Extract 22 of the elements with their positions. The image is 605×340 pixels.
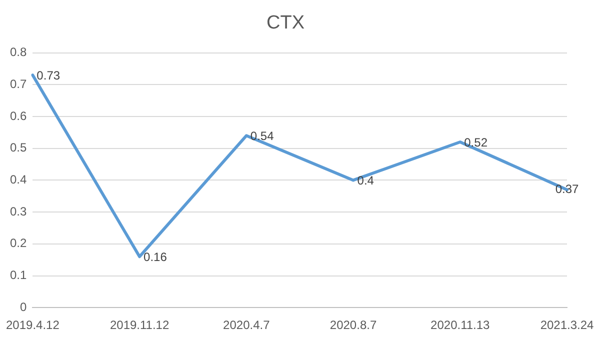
x-tick-label: 2020.8.7 <box>330 318 377 332</box>
y-tick-label: 0.7 <box>10 76 27 91</box>
y-tick-label: 0.4 <box>10 172 27 187</box>
data-label: 0.73 <box>36 68 60 82</box>
data-label: 0.16 <box>144 250 168 264</box>
y-tick-label: 0.3 <box>10 204 27 218</box>
data-label: 0.4 <box>357 174 374 188</box>
y-tick-label: 0.1 <box>10 268 27 282</box>
x-tick-label: 2021.3.24 <box>540 318 594 332</box>
data-label: 0.37 <box>555 182 579 196</box>
y-tick-label: 0 <box>20 300 27 314</box>
y-tick-label: 0.5 <box>10 140 27 155</box>
data-label: 0.52 <box>464 135 488 150</box>
x-tick-label: 2020.4.7 <box>223 318 270 332</box>
y-tick-label: 0.2 <box>10 236 27 250</box>
y-tick-label: 0.8 <box>10 45 27 60</box>
data-label: 0.54 <box>250 128 274 143</box>
chart-title: CTX <box>266 12 305 34</box>
x-tick-label: 2019.11.12 <box>110 318 170 332</box>
x-tick-label: 2019.4.12 <box>6 318 60 332</box>
x-tick-label: 2020.11.13 <box>430 318 490 332</box>
y-tick-label: 0.6 <box>10 108 27 123</box>
